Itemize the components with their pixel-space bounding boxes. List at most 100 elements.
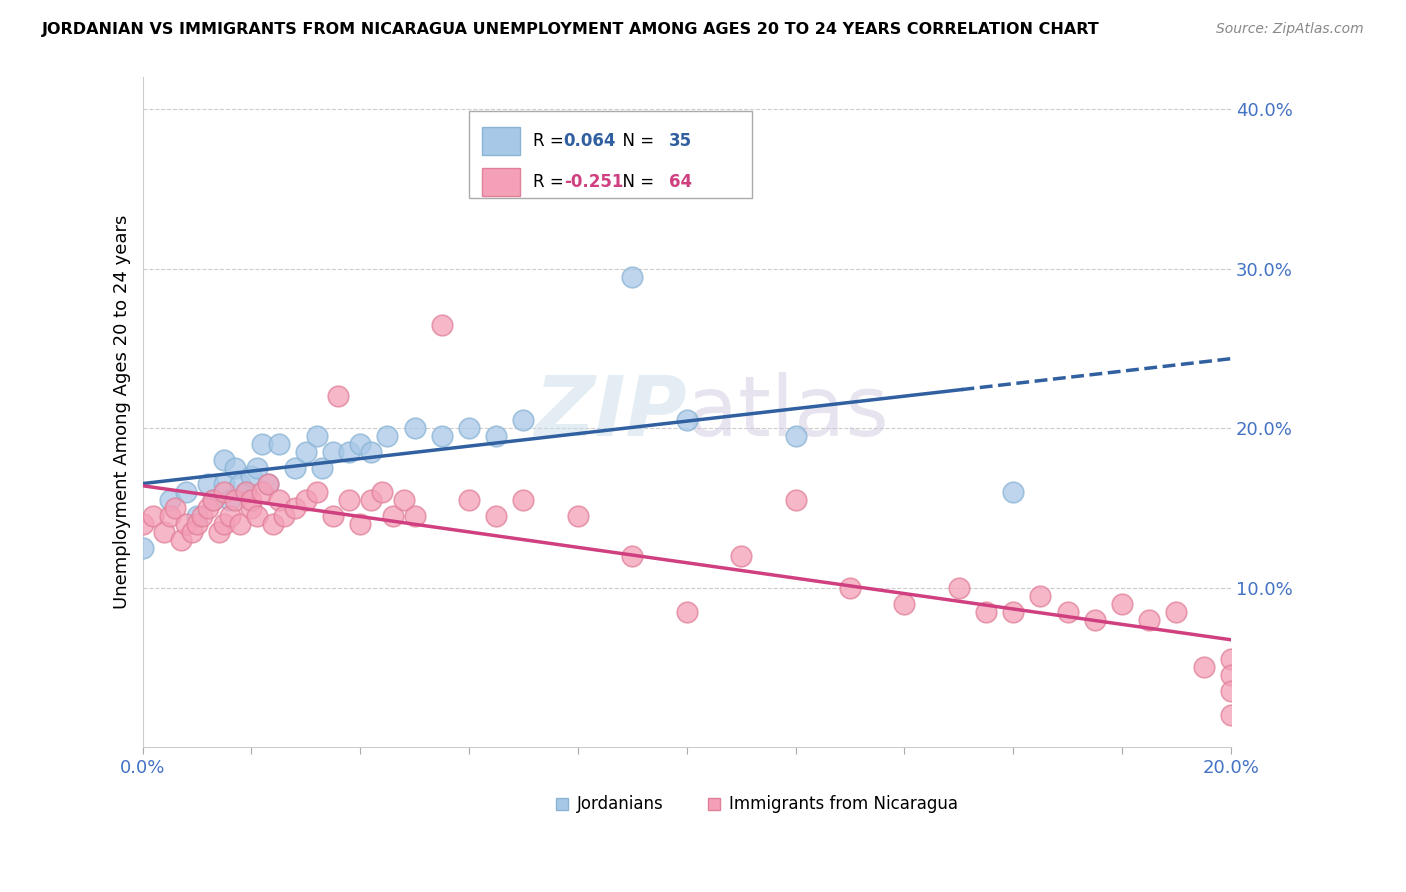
Point (180, 524, 202, 539)
Point (621, 549, 644, 563)
Point (202, 493, 225, 508)
Text: Source: ZipAtlas.com: Source: ZipAtlas.com (1216, 22, 1364, 37)
Point (294, 493, 316, 508)
Point (191, 508, 214, 523)
Point (675, 605, 697, 619)
Point (311, 461, 333, 475)
Point (174, 516, 197, 531)
Point (235, 485, 257, 500)
Point (349, 437, 371, 451)
Point (267, 437, 290, 451)
Text: R =: R = (533, 132, 569, 151)
Point (322, 445, 344, 459)
Point (360, 445, 382, 459)
Point (430, 429, 453, 443)
Point (1219, 684, 1241, 698)
Point (246, 461, 269, 475)
Point (785, 429, 807, 443)
Point (169, 533, 191, 547)
Point (212, 453, 235, 467)
Point (235, 485, 257, 500)
Point (273, 508, 295, 523)
Text: R =: R = (533, 173, 569, 191)
Point (159, 508, 181, 523)
Point (1219, 668, 1241, 682)
FancyBboxPatch shape (557, 798, 568, 810)
Point (1166, 605, 1188, 619)
Text: 64: 64 (669, 173, 692, 191)
Point (1137, 613, 1160, 627)
Point (974, 605, 997, 619)
Point (785, 493, 807, 508)
Point (1192, 660, 1215, 674)
Point (730, 549, 752, 563)
Point (267, 493, 290, 508)
Point (371, 485, 394, 500)
FancyBboxPatch shape (470, 111, 752, 198)
Point (262, 516, 284, 531)
Point (337, 493, 360, 508)
Text: ZIP: ZIP (534, 372, 686, 453)
Point (1002, 605, 1025, 619)
Point (567, 508, 589, 523)
Point (392, 493, 415, 508)
Text: Immigrants from Nicaragua: Immigrants from Nicaragua (728, 795, 957, 814)
Point (240, 493, 263, 508)
FancyBboxPatch shape (709, 798, 720, 810)
Point (197, 477, 219, 491)
Point (252, 437, 274, 451)
Point (377, 429, 399, 443)
Point (381, 508, 404, 523)
Point (458, 421, 481, 435)
Point (349, 516, 371, 531)
Point (512, 413, 534, 427)
Point (240, 469, 263, 483)
Point (1002, 485, 1025, 500)
Point (229, 477, 252, 491)
Point (893, 597, 915, 611)
Point (224, 493, 246, 508)
Point (1219, 708, 1241, 723)
Point (322, 508, 344, 523)
Point (430, 318, 453, 332)
Point (159, 493, 181, 508)
Point (131, 541, 153, 555)
Point (186, 508, 208, 523)
Point (256, 477, 278, 491)
Point (229, 516, 252, 531)
Point (240, 500, 263, 515)
Point (485, 508, 508, 523)
Point (224, 461, 246, 475)
Point (337, 445, 360, 459)
Point (360, 493, 382, 508)
Y-axis label: Unemployment Among Ages 20 to 24 years: Unemployment Among Ages 20 to 24 years (114, 215, 131, 609)
Point (458, 493, 481, 508)
Point (212, 485, 235, 500)
Text: N =: N = (612, 132, 659, 151)
Point (512, 493, 534, 508)
Point (212, 477, 235, 491)
Point (218, 508, 240, 523)
Point (218, 493, 240, 508)
Point (294, 445, 316, 459)
Point (197, 500, 219, 515)
Point (839, 581, 862, 595)
Point (621, 269, 644, 284)
Point (485, 429, 508, 443)
Point (1084, 613, 1107, 627)
Point (1056, 605, 1078, 619)
Point (305, 485, 328, 500)
Point (212, 516, 235, 531)
Point (202, 493, 225, 508)
Point (252, 485, 274, 500)
Point (404, 421, 426, 435)
Point (1219, 652, 1241, 666)
Point (165, 500, 187, 515)
Point (186, 516, 208, 531)
Point (1029, 589, 1052, 603)
Text: N =: N = (612, 173, 659, 191)
Text: atlas: atlas (686, 372, 889, 453)
Point (404, 508, 426, 523)
Point (246, 508, 269, 523)
Point (948, 581, 970, 595)
